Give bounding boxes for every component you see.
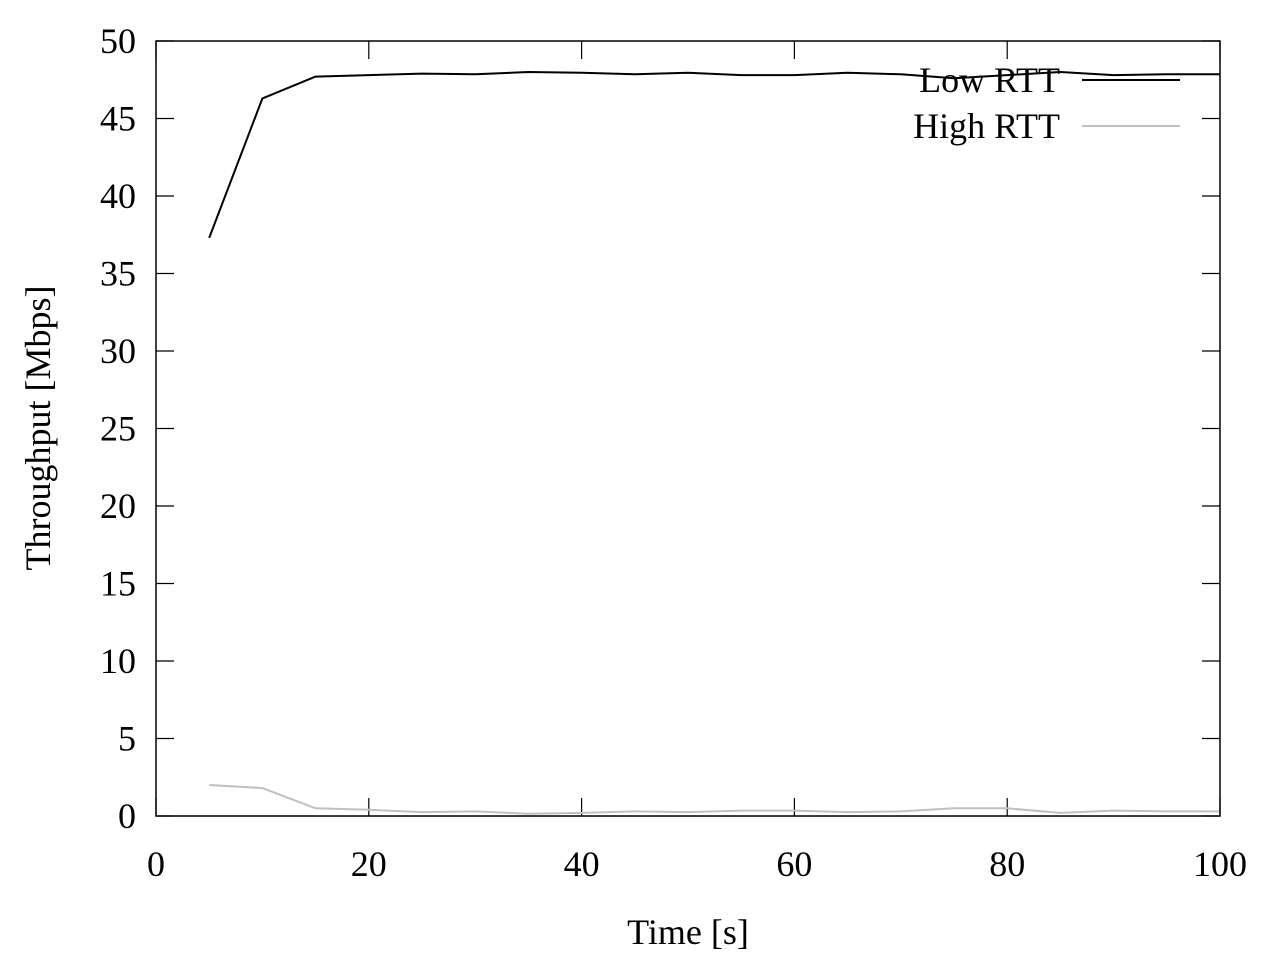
ticks-layer: 0 5 10 15 20 25 30 35 40 45 50 0 20 40 60 80 100 bbox=[100, 21, 1247, 884]
x-tick-label-3: 60 bbox=[776, 844, 812, 884]
legend-label-1: High RTT bbox=[913, 106, 1060, 146]
y-tick-label-2: 10 bbox=[100, 641, 136, 681]
y-tick-label-6: 30 bbox=[100, 331, 136, 371]
x-axis-label: Time [s] bbox=[627, 912, 749, 952]
x-tick-label-1: 20 bbox=[351, 844, 387, 884]
x-tick-label-4: 80 bbox=[989, 844, 1025, 884]
plot-frame bbox=[155, 40, 1221, 817]
series-line-1 bbox=[209, 784, 1220, 815]
y-tick-label-4: 20 bbox=[100, 486, 136, 526]
y-tick-label-5: 25 bbox=[100, 409, 136, 449]
series-line-0 bbox=[208, 71, 1220, 239]
y-tick-label-7: 35 bbox=[100, 254, 136, 294]
y-axis-label: Throughput [Mbps] bbox=[18, 286, 58, 571]
x-tick-label-5: 100 bbox=[1193, 844, 1247, 884]
series-layer bbox=[208, 71, 1220, 815]
y-tick-label-8: 40 bbox=[100, 176, 136, 216]
x-tick-label-2: 40 bbox=[564, 844, 600, 884]
legend: Low RTT High RTT bbox=[913, 60, 1180, 146]
x-tick-label-0: 0 bbox=[147, 844, 165, 884]
y-tick-label-3: 15 bbox=[100, 564, 136, 604]
y-tick-label-9: 45 bbox=[100, 99, 136, 139]
y-tick-label-10: 50 bbox=[100, 21, 136, 61]
y-tick-label-0: 0 bbox=[118, 796, 136, 836]
legend-label-0: Low RTT bbox=[919, 60, 1060, 100]
y-tick-label-1: 5 bbox=[118, 719, 136, 759]
